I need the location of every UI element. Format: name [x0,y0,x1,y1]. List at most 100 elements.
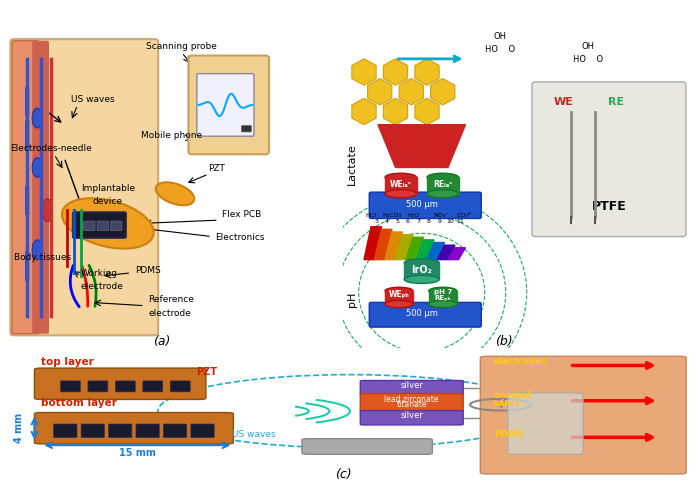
FancyBboxPatch shape [163,424,187,438]
Text: (c): (c) [335,468,351,481]
FancyBboxPatch shape [34,412,233,444]
Text: RE: RE [608,97,624,107]
Text: PZT: PZT [209,164,225,173]
Text: (a): (a) [153,335,170,348]
FancyBboxPatch shape [360,393,463,412]
FancyBboxPatch shape [302,439,433,454]
Text: OH: OH [582,42,594,51]
Text: Flex PCB: Flex PCB [222,210,261,219]
Text: HO    O: HO O [485,45,516,54]
Text: Electronics: Electronics [216,233,265,242]
Text: US waves: US waves [71,95,115,104]
FancyBboxPatch shape [10,39,158,335]
Text: (b): (b) [495,335,513,348]
Ellipse shape [427,173,458,182]
Text: IrO₂: IrO₂ [412,265,432,275]
Text: NO₃⁻: NO₃⁻ [433,213,449,218]
Text: Body tissues: Body tissues [14,253,71,262]
Text: silver: silver [400,411,424,420]
FancyBboxPatch shape [136,424,160,438]
FancyBboxPatch shape [360,380,463,395]
Ellipse shape [385,301,413,308]
Text: enamel: enamel [494,391,531,400]
Text: Scanning probe: Scanning probe [146,42,217,51]
Text: REₚₕ: REₚₕ [435,295,451,301]
Text: silver: silver [400,381,424,390]
FancyBboxPatch shape [508,393,583,454]
FancyBboxPatch shape [88,381,108,392]
Text: H₂CO₃: H₂CO₃ [382,213,402,218]
Text: 15 mm: 15 mm [119,448,156,458]
Text: HCl: HCl [365,213,377,218]
Text: Lactate: Lactate [346,143,356,185]
Text: 11: 11 [456,219,464,225]
Text: pH: pH [346,291,356,307]
Text: Reference: Reference [148,295,194,304]
Text: 500 μm: 500 μm [406,200,438,209]
Text: electrodes: electrodes [494,357,547,366]
Text: Mobile phone: Mobile phone [141,131,202,140]
Text: Electrodes-needle: Electrodes-needle [10,144,92,153]
FancyBboxPatch shape [370,192,482,218]
Ellipse shape [32,240,42,259]
Text: WEₗₐᶜ: WEₗₐᶜ [390,180,412,189]
Polygon shape [374,229,392,259]
FancyBboxPatch shape [197,74,254,136]
Text: wires: wires [494,399,522,408]
Text: lead zirconate: lead zirconate [384,395,439,404]
FancyBboxPatch shape [34,368,206,399]
Text: 6: 6 [406,219,410,225]
Ellipse shape [405,275,440,284]
Text: PDMS: PDMS [494,430,524,439]
Text: 3: 3 [374,219,378,225]
Text: 4 mm: 4 mm [14,413,24,443]
Text: PTFE: PTFE [592,200,626,213]
Text: CO₃²⁻: CO₃²⁻ [456,213,475,218]
Ellipse shape [32,158,42,177]
Ellipse shape [427,190,458,198]
Ellipse shape [385,287,413,294]
Text: titanate: titanate [396,400,427,408]
Ellipse shape [405,259,440,267]
Ellipse shape [42,199,52,222]
Text: 500 μm: 500 μm [406,309,438,318]
Ellipse shape [428,287,456,294]
Polygon shape [406,237,424,259]
Text: 4: 4 [385,219,389,225]
Polygon shape [438,245,455,259]
FancyBboxPatch shape [32,41,49,333]
Text: 9: 9 [438,219,441,225]
Text: device: device [93,197,122,206]
FancyBboxPatch shape [12,41,39,333]
Text: WE: WE [554,97,573,107]
Text: electrode: electrode [148,309,191,318]
Text: H₂O: H₂O [407,213,419,218]
FancyBboxPatch shape [191,424,214,438]
Ellipse shape [385,173,416,182]
Text: 7: 7 [416,219,420,225]
FancyBboxPatch shape [370,302,482,327]
FancyBboxPatch shape [83,221,95,231]
FancyBboxPatch shape [188,56,269,154]
FancyBboxPatch shape [480,356,686,474]
Text: Implantable: Implantable [80,183,135,193]
Ellipse shape [32,108,42,128]
Polygon shape [378,125,466,167]
FancyBboxPatch shape [97,221,108,231]
Text: US waves: US waves [232,430,276,439]
Polygon shape [395,235,413,259]
Text: pH 7: pH 7 [433,289,452,295]
Text: HO    O: HO O [573,55,603,64]
Text: V: V [497,398,505,411]
Polygon shape [427,242,444,259]
Text: 5: 5 [395,219,399,225]
Text: 10: 10 [446,219,454,225]
FancyBboxPatch shape [60,381,80,392]
FancyBboxPatch shape [116,381,135,392]
Text: electrode: electrode [81,282,124,291]
Polygon shape [448,248,466,259]
Ellipse shape [428,301,456,308]
Text: top layer: top layer [41,358,94,367]
FancyBboxPatch shape [170,381,190,392]
FancyBboxPatch shape [81,424,104,438]
